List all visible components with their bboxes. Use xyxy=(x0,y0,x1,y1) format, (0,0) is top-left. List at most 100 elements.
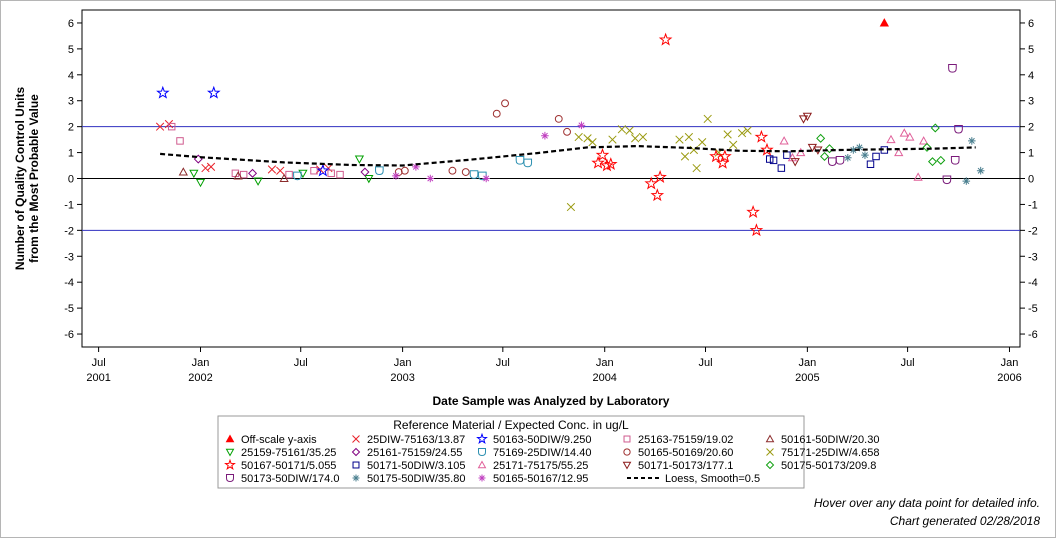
legend-item: 50165-50169/20.60 xyxy=(623,447,733,459)
data-point xyxy=(746,205,760,219)
data-point xyxy=(201,163,210,173)
data-point xyxy=(942,175,952,185)
legend-item: 75169-25DIW/14.40 xyxy=(478,447,591,459)
y-tick-label-right: 6 xyxy=(1028,18,1034,30)
data-point xyxy=(913,172,923,181)
data-point xyxy=(206,85,221,99)
data-point xyxy=(820,151,830,161)
data-point xyxy=(899,128,909,137)
legend-item: 25DIW-75163/13.87 xyxy=(352,434,465,446)
data-point xyxy=(930,123,940,133)
x-tick-label: Jul xyxy=(294,357,308,369)
data-point xyxy=(336,170,344,179)
x-tick-label: Jul xyxy=(496,357,510,369)
legend-marker xyxy=(477,460,487,469)
data-point xyxy=(886,134,896,144)
generated-date: Chart generated 02/28/2018 xyxy=(889,514,1040,528)
y-tick-label-right: 1 xyxy=(1028,148,1034,160)
data-point xyxy=(905,132,915,141)
y-tick-label: 3 xyxy=(68,96,74,108)
data-point xyxy=(703,114,712,124)
data-point xyxy=(603,157,618,170)
data-point xyxy=(412,163,420,171)
data-point xyxy=(523,158,533,168)
legend-item: 50161-50DIW/20.30 xyxy=(765,434,879,446)
y-tick-label-right: -5 xyxy=(1028,303,1038,315)
data-point xyxy=(798,115,809,124)
data-point xyxy=(769,156,778,165)
data-point xyxy=(675,135,684,144)
y-tick-label: -3 xyxy=(64,251,74,263)
data-point xyxy=(866,160,875,168)
legend-item: 50165-50167/12.95 xyxy=(478,473,588,485)
y-tick-label: -4 xyxy=(64,277,74,289)
data-point xyxy=(293,171,302,181)
legend-marker xyxy=(622,461,632,470)
y-tick-label: 5 xyxy=(68,44,74,56)
legend-label: 50173-50DIW/174.0 xyxy=(241,473,339,485)
data-point xyxy=(692,163,701,173)
data-point xyxy=(653,170,667,184)
data-point xyxy=(327,169,335,178)
series-18 xyxy=(160,144,976,167)
legend-label: 75169-25DIW/14.40 xyxy=(493,447,591,459)
legend-marker xyxy=(352,435,360,443)
data-point xyxy=(650,188,665,202)
data-point xyxy=(554,114,563,123)
legend-label: Loess, Smooth=0.5 xyxy=(665,473,760,485)
data-point xyxy=(743,126,752,135)
legend-label: 25159-75161/35.25 xyxy=(241,447,336,459)
y-tick-label-right: 0 xyxy=(1028,174,1034,186)
x-tick-label: Jan xyxy=(394,357,412,369)
data-point xyxy=(872,152,880,161)
y-tick-label: -5 xyxy=(64,303,74,315)
series-16 xyxy=(843,137,985,185)
data-point xyxy=(950,156,960,165)
y-tick-label-right: -6 xyxy=(1028,329,1038,341)
legend-item: 50175-50173/209.8 xyxy=(765,460,876,472)
data-point xyxy=(825,144,835,154)
x-tick-label: Jan xyxy=(1001,357,1019,369)
data-point xyxy=(835,156,845,165)
legend-item: 75171-25DIW/4.658 xyxy=(766,447,879,459)
y-tick-label-right: 4 xyxy=(1028,70,1034,82)
y-axis-title-line2: from the Most Probable Value xyxy=(27,94,41,263)
legend-label: 50175-50173/209.8 xyxy=(781,460,876,472)
data-point xyxy=(976,166,985,175)
data-point xyxy=(600,158,614,172)
data-point xyxy=(802,112,813,122)
data-point xyxy=(400,166,409,175)
y-tick-label-right: 5 xyxy=(1028,44,1034,56)
data-point xyxy=(253,177,263,186)
series-3 xyxy=(167,122,344,179)
legend-marker xyxy=(765,460,775,470)
data-point xyxy=(233,171,243,180)
legend-label: 50161-50DIW/20.30 xyxy=(781,434,879,446)
legend-label: 50165-50167/12.95 xyxy=(493,473,588,485)
legend-marker xyxy=(623,435,631,443)
legend-item: 25163-75159/19.02 xyxy=(623,434,733,446)
data-point xyxy=(206,162,216,171)
series-5 xyxy=(189,155,374,188)
data-point xyxy=(737,128,747,138)
legend-item: 50171-50173/177.1 xyxy=(622,460,733,472)
data-point xyxy=(638,132,648,142)
axes: -6 -6 -5 -5 -4 -4 -3 -3 -2 -2 -1 -1 0 0 1 1 2 2 3 3 4 4 5 5 6 6 Ju… xyxy=(64,18,1038,384)
data-point xyxy=(948,64,957,73)
data-point xyxy=(574,132,583,142)
data-point xyxy=(765,155,774,163)
legend-item: 25161-75159/24.55 xyxy=(351,447,462,459)
data-point xyxy=(754,129,769,143)
x-tick-label: Jan xyxy=(596,357,614,369)
data-point xyxy=(928,157,938,167)
data-point xyxy=(482,174,491,183)
data-point xyxy=(919,136,929,145)
data-point xyxy=(392,172,400,180)
data-point xyxy=(849,146,858,154)
data-point xyxy=(608,135,617,144)
legend-label: 50175-50DIW/35.80 xyxy=(367,473,465,485)
legend-label: 75171-25DIW/4.658 xyxy=(781,447,879,459)
legend-marker xyxy=(478,474,486,482)
series-0 xyxy=(879,18,889,27)
series-17 xyxy=(392,121,586,183)
